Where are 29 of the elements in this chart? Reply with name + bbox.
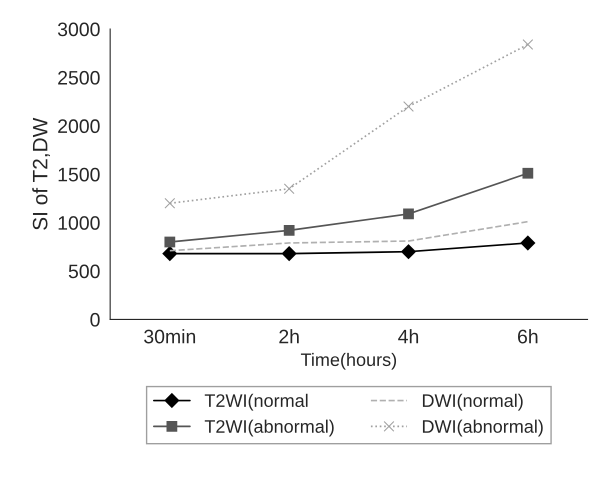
legend-label: T2WI(abnormal)	[204, 420, 334, 436]
x-axis-title: Time(hours)	[300, 352, 396, 370]
legend-label: DWI(abnormal)	[422, 420, 543, 436]
point	[520, 236, 536, 250]
point	[522, 168, 534, 179]
y-axis-title: SI of T2,DW	[32, 118, 50, 230]
y-tick-label: 2500	[58, 70, 100, 85]
point	[164, 198, 176, 209]
y-tick-label: 1500	[58, 168, 100, 182]
x-tick-label: 30min	[144, 329, 196, 344]
x-tick-label: 4h	[398, 329, 418, 344]
y-tick-label: 1000	[58, 216, 100, 230]
point	[284, 183, 295, 194]
y-tick-label: 3000	[58, 22, 100, 36]
point	[403, 101, 414, 112]
point	[403, 208, 414, 220]
y-tick-label: 0	[90, 312, 100, 327]
y-tick-label: 2000	[58, 119, 100, 134]
point	[162, 246, 178, 262]
point	[522, 39, 534, 50]
legend-label: T2WI(normal	[204, 394, 308, 411]
point	[282, 246, 297, 262]
legend-label: DWI(normal)	[422, 394, 523, 411]
y-tick-label: 500	[68, 264, 100, 278]
x-tick-label: 6h	[518, 329, 538, 344]
point	[401, 244, 416, 260]
point	[284, 225, 295, 236]
x-tick-label: 2h	[279, 329, 299, 344]
point	[164, 236, 176, 248]
